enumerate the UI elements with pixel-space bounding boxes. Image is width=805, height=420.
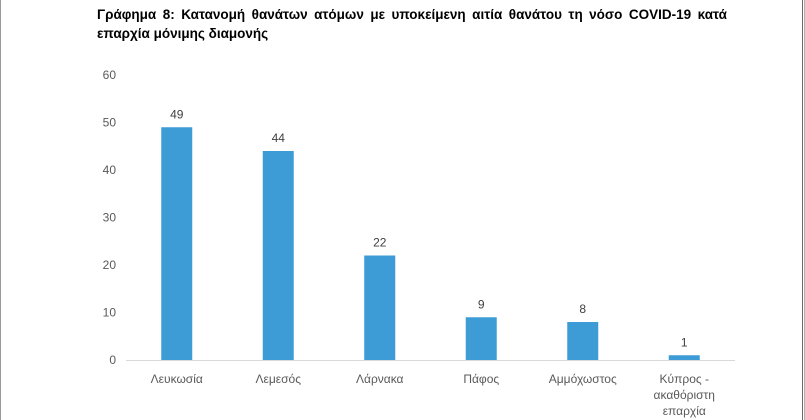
y-tick-label: 0 bbox=[109, 353, 116, 367]
data-label: 22 bbox=[373, 236, 387, 250]
bar bbox=[567, 322, 599, 360]
y-tick-label: 40 bbox=[103, 163, 117, 177]
bar bbox=[161, 127, 193, 360]
data-label: 8 bbox=[579, 302, 586, 316]
chart-title: Γράφημα 8: Κατανομή θανάτων ατόμων με υπ… bbox=[97, 7, 727, 41]
y-tick-label: 50 bbox=[103, 116, 117, 130]
x-tick-label: Κύπρος - bbox=[660, 372, 709, 386]
x-tick-label: Λεμεσός bbox=[256, 372, 302, 386]
y-tick-label: 30 bbox=[103, 211, 117, 225]
x-tick-label: Αμμόχωστος bbox=[549, 372, 617, 386]
data-label: 44 bbox=[272, 131, 286, 145]
bar bbox=[262, 151, 294, 360]
y-tick-label: 20 bbox=[103, 258, 117, 272]
frame-left-edge bbox=[0, 0, 1, 420]
data-label: 1 bbox=[681, 335, 688, 349]
bar bbox=[668, 355, 700, 360]
bar bbox=[465, 317, 497, 360]
x-tick-label: ακαθόριστη bbox=[654, 388, 715, 402]
frame-right-edge bbox=[802, 0, 803, 420]
x-tick-label: Λευκωσία bbox=[151, 372, 203, 386]
data-label: 9 bbox=[478, 297, 485, 311]
y-tick-label: 60 bbox=[103, 68, 117, 82]
y-tick-label: 10 bbox=[103, 306, 117, 320]
bar bbox=[364, 255, 396, 360]
x-tick-label: Πάφος bbox=[463, 372, 499, 386]
data-label: 49 bbox=[170, 107, 184, 121]
x-tick-label: επαρχία bbox=[663, 404, 706, 418]
x-tick-label: Λάρνακα bbox=[356, 372, 404, 386]
